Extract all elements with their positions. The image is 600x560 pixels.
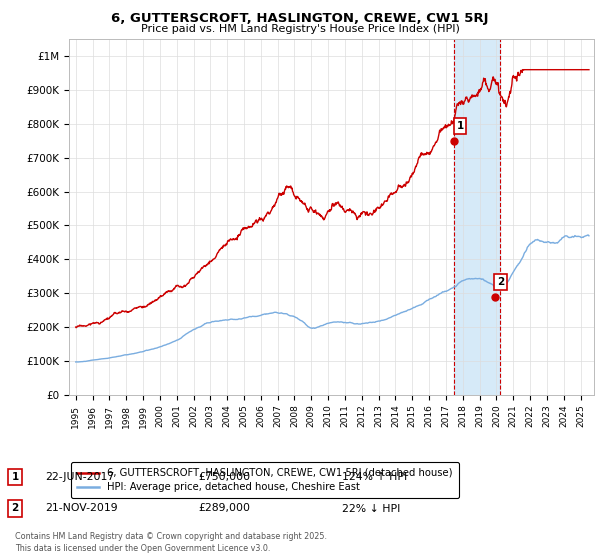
Text: £750,000: £750,000 <box>198 472 250 482</box>
Text: Contains HM Land Registry data © Crown copyright and database right 2025.
This d: Contains HM Land Registry data © Crown c… <box>15 532 327 553</box>
Text: 124% ↑ HPI: 124% ↑ HPI <box>342 472 407 482</box>
Text: £289,000: £289,000 <box>198 503 250 514</box>
Text: 2: 2 <box>11 503 19 514</box>
Bar <box>454 39 500 395</box>
Legend: 6, GUTTERSCROFT, HASLINGTON, CREWE, CW1 5RJ (detached house), HPI: Average price: 6, GUTTERSCROFT, HASLINGTON, CREWE, CW1 … <box>71 462 459 498</box>
Text: 22% ↓ HPI: 22% ↓ HPI <box>342 503 400 514</box>
Text: 1: 1 <box>11 472 19 482</box>
Text: 6, GUTTERSCROFT, HASLINGTON, CREWE, CW1 5RJ: 6, GUTTERSCROFT, HASLINGTON, CREWE, CW1 … <box>111 12 489 25</box>
Text: 1: 1 <box>457 121 464 131</box>
Text: 21-NOV-2019: 21-NOV-2019 <box>45 503 118 514</box>
Text: 2: 2 <box>497 277 505 287</box>
Text: 22-JUN-2017: 22-JUN-2017 <box>45 472 114 482</box>
Text: Price paid vs. HM Land Registry's House Price Index (HPI): Price paid vs. HM Land Registry's House … <box>140 24 460 34</box>
